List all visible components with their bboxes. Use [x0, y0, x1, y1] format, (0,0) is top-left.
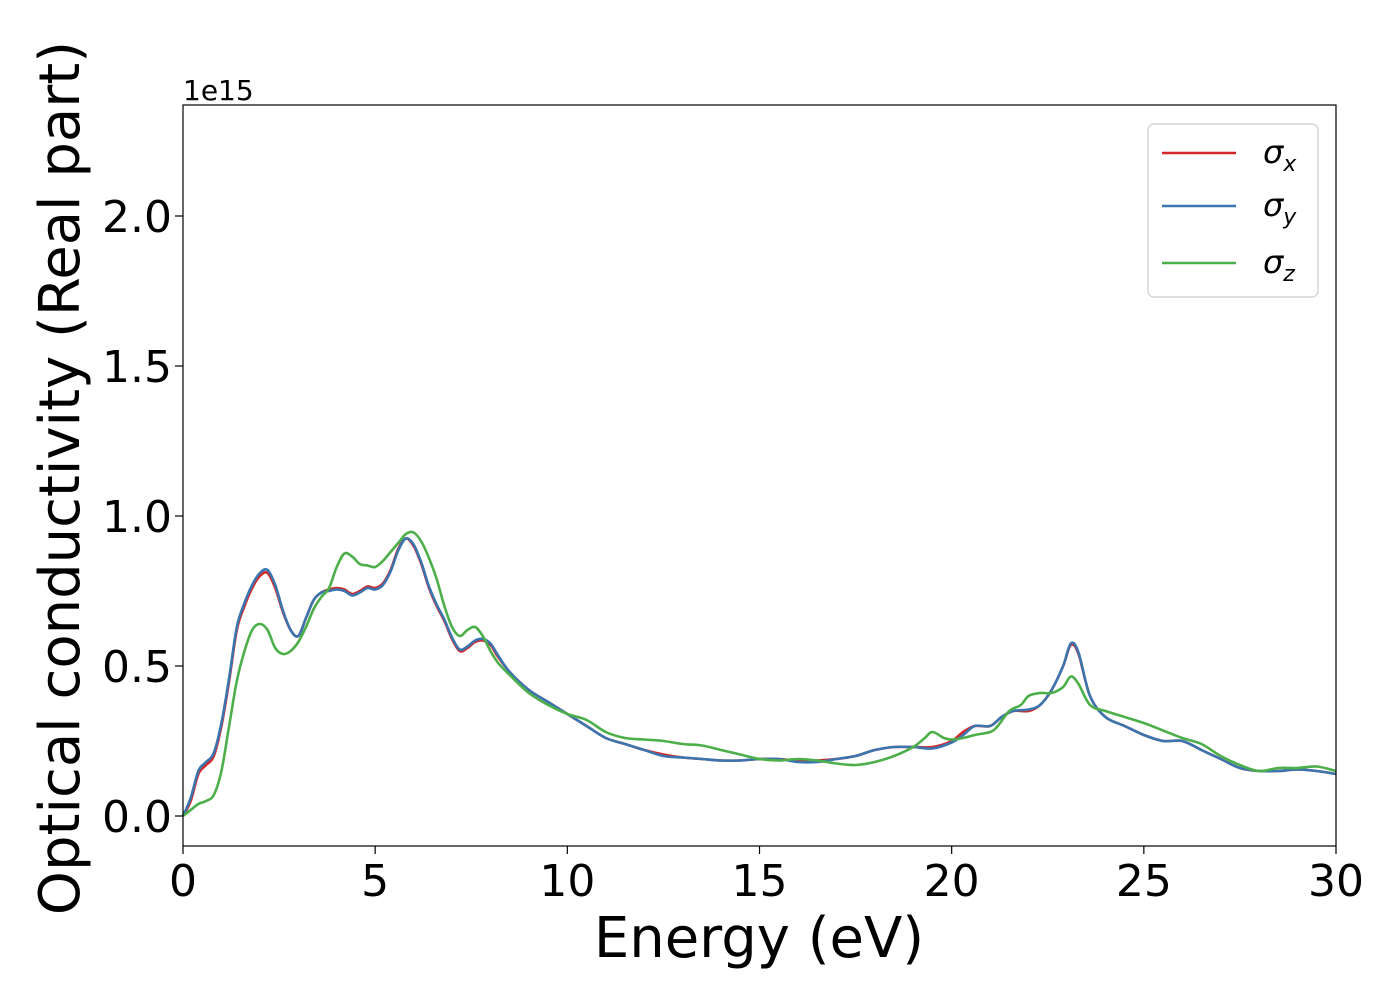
y-tick-label: 1.0: [102, 492, 172, 543]
x-tick-label: 10: [539, 856, 595, 907]
y-tick-label: 1.5: [102, 342, 172, 393]
series-line-z: [182, 530, 1337, 818]
y-tick-label: 0.0: [102, 792, 172, 843]
x-tick-label: 30: [1308, 856, 1364, 907]
legend-label-y: σy: [1263, 186, 1297, 230]
legend-label-x: σx: [1263, 133, 1297, 177]
x-tick-label: 20: [924, 856, 980, 907]
series-line-x: [181, 537, 1337, 817]
legend: σx σy σz: [1147, 123, 1319, 298]
x-tick-label: 25: [1116, 856, 1172, 907]
y-axis-label: Optical conductivity (Real part): [28, 41, 93, 915]
x-axis-label: Energy (eV): [594, 906, 924, 971]
x-tick-label: 5: [361, 856, 389, 907]
y-tick-label: 2.0: [102, 192, 172, 243]
legend-label-z: σz: [1263, 243, 1295, 287]
x-axis-ticks: 0 5 10 15 20 25 30: [169, 846, 1364, 907]
legend-box: [1147, 123, 1319, 298]
y-axis-ticks: 0.0 0.5 1.0 1.5 2.0: [102, 192, 183, 843]
y-tick-label: 0.5: [102, 642, 172, 693]
y-offset-label: 1e15: [183, 74, 254, 107]
series-layer: [181, 530, 1337, 818]
x-tick-label: 15: [732, 856, 788, 907]
x-tick-label: 0: [169, 856, 197, 907]
series-line-y: [181, 537, 1337, 817]
